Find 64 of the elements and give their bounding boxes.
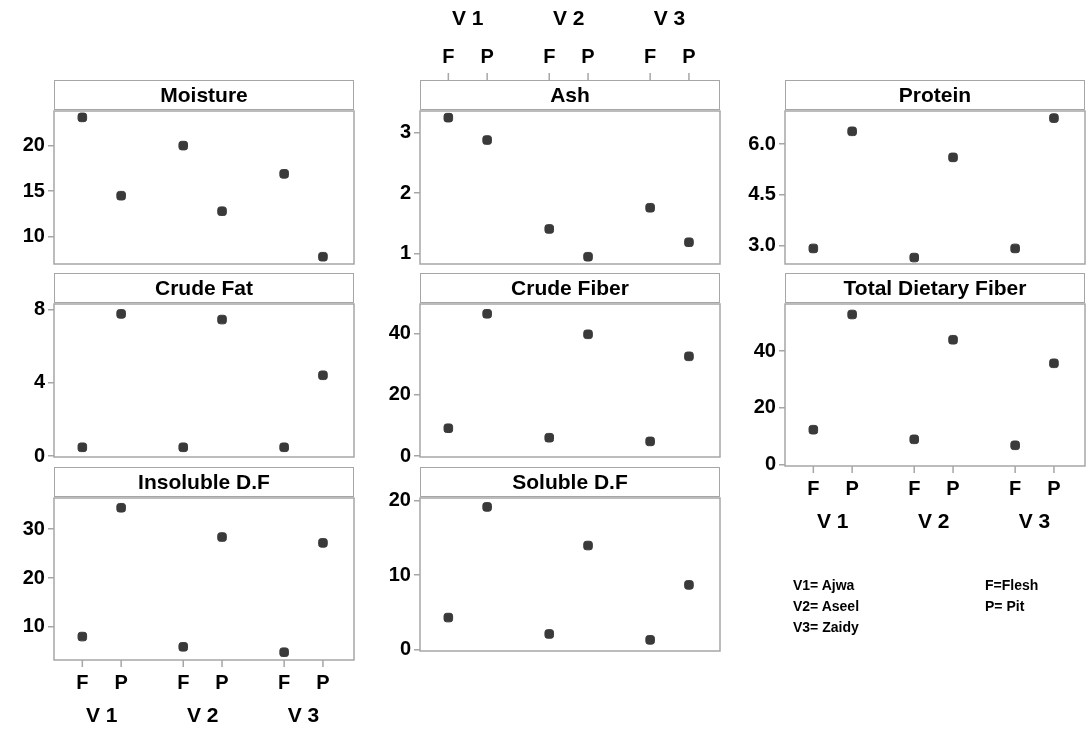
text: V 2 [186, 702, 219, 726]
y-tick-label: 4 [33, 370, 46, 393]
chart-title: Insoluble D.F [54, 467, 354, 497]
y-tick-label: 8 [33, 297, 45, 320]
y-tick-label: 0 [764, 452, 776, 475]
x-tick-label: F [908, 476, 921, 499]
x-tick-label: F [76, 670, 89, 693]
text: V 3 [1018, 508, 1051, 532]
text: V 2 [552, 5, 585, 29]
x-tick-label: F [644, 44, 657, 67]
chart-title: Protein [785, 80, 1085, 110]
y-tick-label: 15 [22, 178, 45, 201]
y-tick-label: 10 [22, 614, 45, 637]
chart-title: Ash [420, 80, 720, 110]
y-tick-label: 6.0 [748, 131, 776, 154]
text: P= Pit [985, 598, 1026, 616]
y-tick-label: 20 [753, 395, 776, 418]
y-tick-label: 40 [753, 338, 776, 361]
y-tick-label: 20 [22, 133, 45, 156]
text: V3= Zaidy [793, 619, 860, 637]
y-tick-label: 30 [22, 516, 45, 539]
chart-title: Total Dietary Fiber [785, 273, 1085, 303]
y-tick-label: 0 [33, 443, 45, 466]
x-tick-label: F [807, 476, 820, 499]
x-tick-label: P [946, 476, 960, 499]
y-tick-label: 40 [388, 321, 411, 344]
text: V 1 [451, 5, 484, 29]
text: V 1 [816, 508, 849, 532]
text: V 2 [917, 508, 950, 532]
y-tick-label: 3 [399, 120, 411, 143]
x-tick-label: P [480, 44, 494, 67]
chart-title: Soluble D.F [420, 467, 720, 497]
text: V 1 [85, 702, 118, 726]
x-tick-label: F [1009, 476, 1022, 499]
text: V1= Ajwa [793, 577, 856, 595]
x-tick-label: P [316, 670, 330, 693]
y-tick-label: 10 [22, 224, 45, 247]
y-tick-label: 2 [399, 180, 411, 203]
y-tick-label: 20 [388, 488, 411, 511]
x-tick-label: F [442, 44, 455, 67]
text: V2= Aseel [793, 598, 861, 616]
x-tick-label: P [114, 670, 128, 693]
y-tick-label: 4.5 [748, 182, 776, 205]
y-tick-label: 20 [22, 565, 45, 588]
x-tick-label: P [845, 476, 859, 499]
x-tick-label: P [215, 670, 229, 693]
x-tick-label: P [682, 44, 696, 67]
y-tick-label: 0 [399, 443, 411, 466]
chart-title: Crude Fat [54, 273, 354, 303]
text: F=Flesh [985, 577, 1039, 595]
text: V 3 [653, 5, 686, 29]
x-tick-label: P [581, 44, 595, 67]
text: V 3 [287, 702, 320, 726]
x-tick-label: F [177, 670, 190, 693]
y-tick-label: 1 [399, 241, 411, 264]
chart-title: Crude Fiber [420, 273, 720, 303]
y-tick-label: 20 [388, 382, 411, 405]
y-tick-label: 10 [388, 562, 411, 585]
y-tick-label: 0 [399, 637, 411, 660]
x-tick-label: F [278, 670, 291, 693]
chart-title: Moisture [54, 80, 354, 110]
x-tick-label: F [543, 44, 556, 67]
y-tick-label: 3.0 [748, 233, 776, 256]
x-tick-label: P [1047, 476, 1061, 499]
